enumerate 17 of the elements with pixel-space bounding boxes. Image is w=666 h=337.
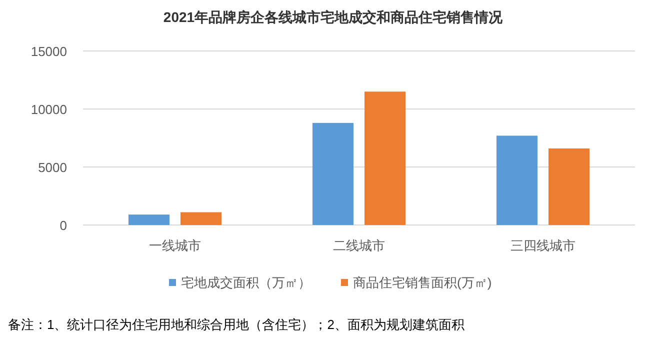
x-tick-label: 三四线城市 xyxy=(510,238,576,253)
bar xyxy=(364,92,406,225)
legend-label: 宅地成交面积（万㎡） xyxy=(181,275,311,290)
chart-title: 2021年品牌房企各线城市宅地成交和商品住宅销售情况 xyxy=(163,9,504,25)
bar xyxy=(496,136,538,225)
bar xyxy=(548,148,590,225)
bar xyxy=(180,212,222,225)
bar xyxy=(312,122,354,225)
text: 备注：1、统计口径为住宅用地和综合用地（含住宅）；2、面积为规划建筑面积 xyxy=(8,317,464,332)
y-tick-label: 5000 xyxy=(38,160,67,175)
legend-label: 商品住宅销售面积(万㎡) xyxy=(353,275,492,290)
y-tick-label: 0 xyxy=(60,218,67,233)
bar xyxy=(128,214,170,225)
x-tick-label: 一线城市 xyxy=(149,238,201,253)
x-tick-label: 二线城市 xyxy=(333,238,385,253)
y-tick-label: 10000 xyxy=(30,102,67,117)
y-tick-label: 15000 xyxy=(30,44,67,59)
